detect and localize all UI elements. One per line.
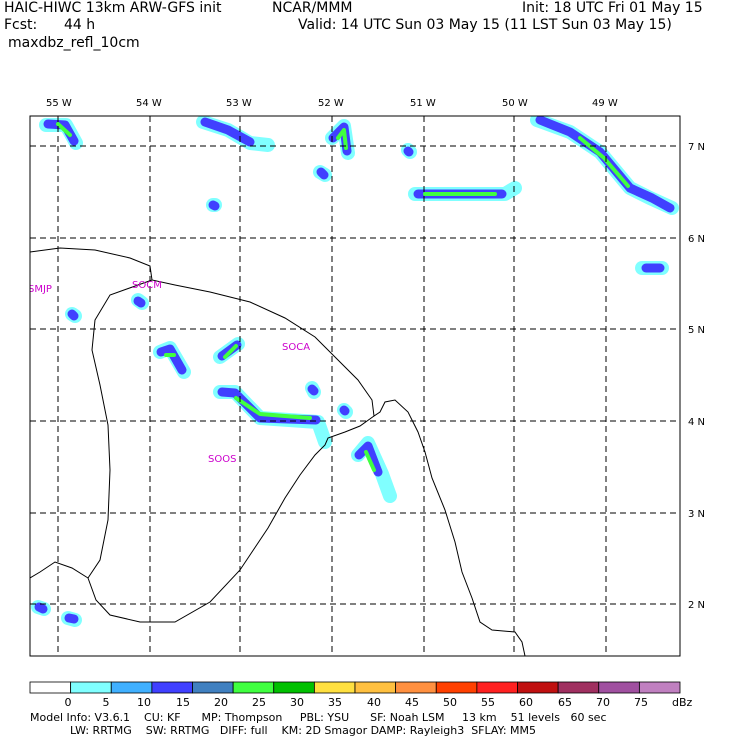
colorbar-swatch (313, 681, 356, 694)
lat-label: 4 N (688, 417, 705, 428)
colorbar-swatch (29, 681, 72, 694)
colorbar-swatch (598, 681, 640, 694)
colorbar-tick-label: 5 (103, 696, 110, 709)
colorbar-swatch (354, 681, 397, 694)
lon-label: 53 W (226, 98, 252, 109)
colorbar-swatch (232, 681, 275, 694)
valid-time: Valid: 14 UTC Sun 03 May 15 (11 LST Sun … (298, 17, 672, 33)
organization: NCAR/MMM (272, 0, 353, 16)
colorbar-tick-label: 50 (443, 696, 457, 709)
model-info-line-1: Model Info: V3.6.1 CU: KF MP: Thompson P… (30, 711, 607, 724)
colorbar-swatch (638, 681, 681, 694)
colorbar-tick-label: 10 (137, 696, 151, 709)
colorbar (29, 681, 681, 694)
init-time: Init: 18 UTC Fri 01 May 15 (522, 0, 703, 16)
colorbar-swatch (476, 681, 518, 694)
colorbar-swatch (110, 681, 153, 694)
graticule (30, 116, 680, 656)
colorbar-swatch (273, 681, 315, 694)
colorbar-tick-label: 20 (214, 696, 228, 709)
lat-label: 3 N (688, 509, 705, 520)
reflectivity-cells (31, 116, 679, 627)
colorbar-tick-label: 15 (176, 696, 190, 709)
lon-label: 49 W (592, 98, 618, 109)
station-label: SOCA (282, 342, 310, 353)
colorbar-tick-label: 30 (290, 696, 304, 709)
colorbar-tick-label: 65 (558, 696, 572, 709)
station-label: SOCM (132, 280, 162, 291)
colorbar-tick-label: 0 (65, 696, 72, 709)
forecast-hour: 44 h (64, 17, 96, 33)
lon-label: 50 W (502, 98, 528, 109)
model-title: HAIC-HIWC 13km ARW-GFS init (4, 0, 222, 16)
colorbar-tick-label: 35 (328, 696, 342, 709)
colorbar-tick-label: 45 (405, 696, 419, 709)
coastlines-borders (30, 247, 526, 656)
map-frame (29, 115, 681, 657)
lat-label: 5 N (688, 325, 705, 336)
model-info-line-2: LW: RRTMG SW: RRTMG DIFF: full KM: 2D Sm… (70, 724, 536, 737)
colorbar-swatch (70, 681, 112, 694)
colorbar-swatch (517, 681, 559, 694)
colorbar-swatch (557, 681, 600, 694)
colorbar-unit: dBz (672, 696, 693, 709)
colorbar-swatch (395, 681, 437, 694)
colorbar-tick-label: 25 (252, 696, 266, 709)
colorbar-swatch (192, 681, 234, 694)
colorbar-swatch (151, 681, 193, 694)
colorbar-tick-label: 70 (596, 696, 610, 709)
colorbar-swatch (435, 681, 478, 694)
lon-label: 51 W (410, 98, 436, 109)
station-label: SOOS (208, 454, 236, 465)
colorbar-tick-label: 55 (481, 696, 495, 709)
station-label: SMJP (28, 284, 52, 295)
lon-label: 55 W (46, 98, 72, 109)
lon-label: 52 W (318, 98, 344, 109)
lat-label: 7 N (688, 142, 705, 153)
lat-label: 2 N (688, 600, 705, 611)
field-name: maxdbz_refl_10cm (8, 35, 140, 51)
lon-label: 54 W (136, 98, 162, 109)
colorbar-tick-label: 75 (634, 696, 648, 709)
forecast-label: Fcst: (4, 17, 38, 33)
lat-label: 6 N (688, 234, 705, 245)
colorbar-tick-label: 40 (367, 696, 381, 709)
colorbar-tick-label: 60 (519, 696, 533, 709)
